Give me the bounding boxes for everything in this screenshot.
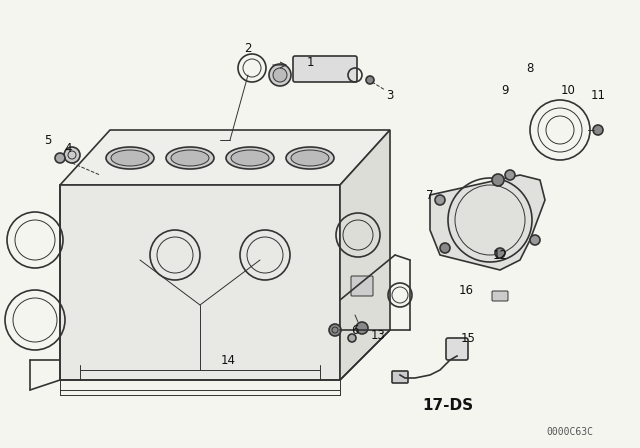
Text: 5: 5: [44, 134, 52, 146]
Circle shape: [492, 174, 504, 186]
Text: 12: 12: [493, 249, 508, 262]
Text: 11: 11: [591, 89, 605, 102]
Text: 8: 8: [526, 61, 534, 74]
Ellipse shape: [106, 147, 154, 169]
Text: 1: 1: [307, 56, 314, 69]
Ellipse shape: [291, 150, 329, 166]
Polygon shape: [430, 175, 545, 270]
Polygon shape: [60, 185, 340, 380]
Circle shape: [435, 195, 445, 205]
Text: 2: 2: [244, 42, 252, 55]
Text: 7: 7: [426, 189, 434, 202]
Ellipse shape: [166, 147, 214, 169]
Ellipse shape: [273, 68, 287, 82]
FancyBboxPatch shape: [446, 338, 468, 360]
Circle shape: [593, 125, 603, 135]
Text: 6: 6: [351, 323, 359, 336]
FancyBboxPatch shape: [351, 276, 373, 296]
Ellipse shape: [171, 150, 209, 166]
Circle shape: [356, 322, 368, 334]
FancyBboxPatch shape: [392, 371, 408, 383]
Circle shape: [530, 235, 540, 245]
Text: 3: 3: [387, 89, 394, 102]
Ellipse shape: [111, 150, 149, 166]
FancyBboxPatch shape: [492, 291, 508, 301]
Text: 4: 4: [64, 142, 72, 155]
Ellipse shape: [269, 64, 291, 86]
Text: 9: 9: [501, 83, 509, 96]
Circle shape: [366, 76, 374, 84]
Text: 15: 15: [461, 332, 476, 345]
FancyBboxPatch shape: [293, 56, 357, 82]
Text: 14: 14: [221, 353, 236, 366]
Circle shape: [55, 153, 65, 163]
Ellipse shape: [286, 147, 334, 169]
Ellipse shape: [226, 147, 274, 169]
Text: 10: 10: [561, 83, 575, 96]
Text: 17-DS: 17-DS: [422, 397, 474, 413]
Circle shape: [495, 248, 505, 258]
Ellipse shape: [231, 150, 269, 166]
Text: 13: 13: [371, 328, 385, 341]
Polygon shape: [340, 130, 390, 380]
Circle shape: [329, 324, 341, 336]
Text: 16: 16: [458, 284, 474, 297]
Circle shape: [348, 334, 356, 342]
Polygon shape: [60, 130, 390, 185]
Circle shape: [64, 147, 80, 163]
Circle shape: [505, 170, 515, 180]
Circle shape: [440, 243, 450, 253]
Text: 0000C63C: 0000C63C: [547, 427, 593, 437]
